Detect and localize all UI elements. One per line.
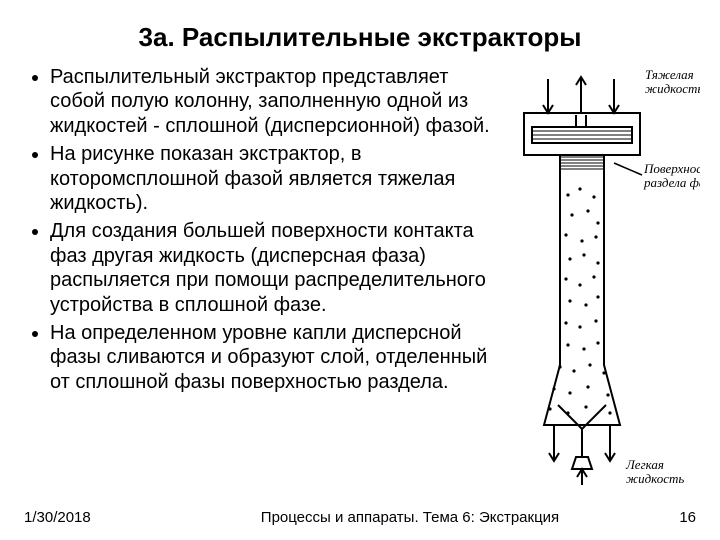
list-item: На рисунке показан экстрактор, в котором…	[50, 142, 504, 215]
content-row: Распылительный экстрактор представляет с…	[24, 65, 696, 495]
footer-page: 16	[636, 509, 720, 526]
footer-date: 1/30/2018	[0, 509, 184, 526]
footer-center: Процессы и аппараты. Тема 6: Экстракция	[184, 509, 636, 526]
label-light-liquid-2: жидкость	[626, 471, 684, 486]
slide-title: 3a. Распылительные экстракторы	[24, 22, 696, 53]
list-item: На определенном уровне капли дисперсной …	[50, 321, 504, 394]
footer: 1/30/2018 Процессы и аппараты. Тема 6: Э…	[0, 509, 720, 526]
list-item: Распылительный экстрактор представляет с…	[50, 65, 504, 138]
label-interface-1: Поверхность	[643, 161, 700, 176]
extractor-diagram: Тяжелая жидкость	[510, 65, 700, 495]
list-item: Для создания большей поверхности контакт…	[50, 219, 504, 317]
figure: Тяжелая жидкость	[510, 65, 700, 495]
label-heavy-liquid-2: жидкость	[645, 81, 700, 96]
label-interface-2: раздела фаз	[643, 175, 700, 190]
label-light-liquid-1: Легкая	[625, 457, 664, 472]
label-heavy-liquid: Тяжелая	[645, 67, 694, 82]
bullet-list: Распылительный экстрактор представляет с…	[24, 65, 510, 398]
